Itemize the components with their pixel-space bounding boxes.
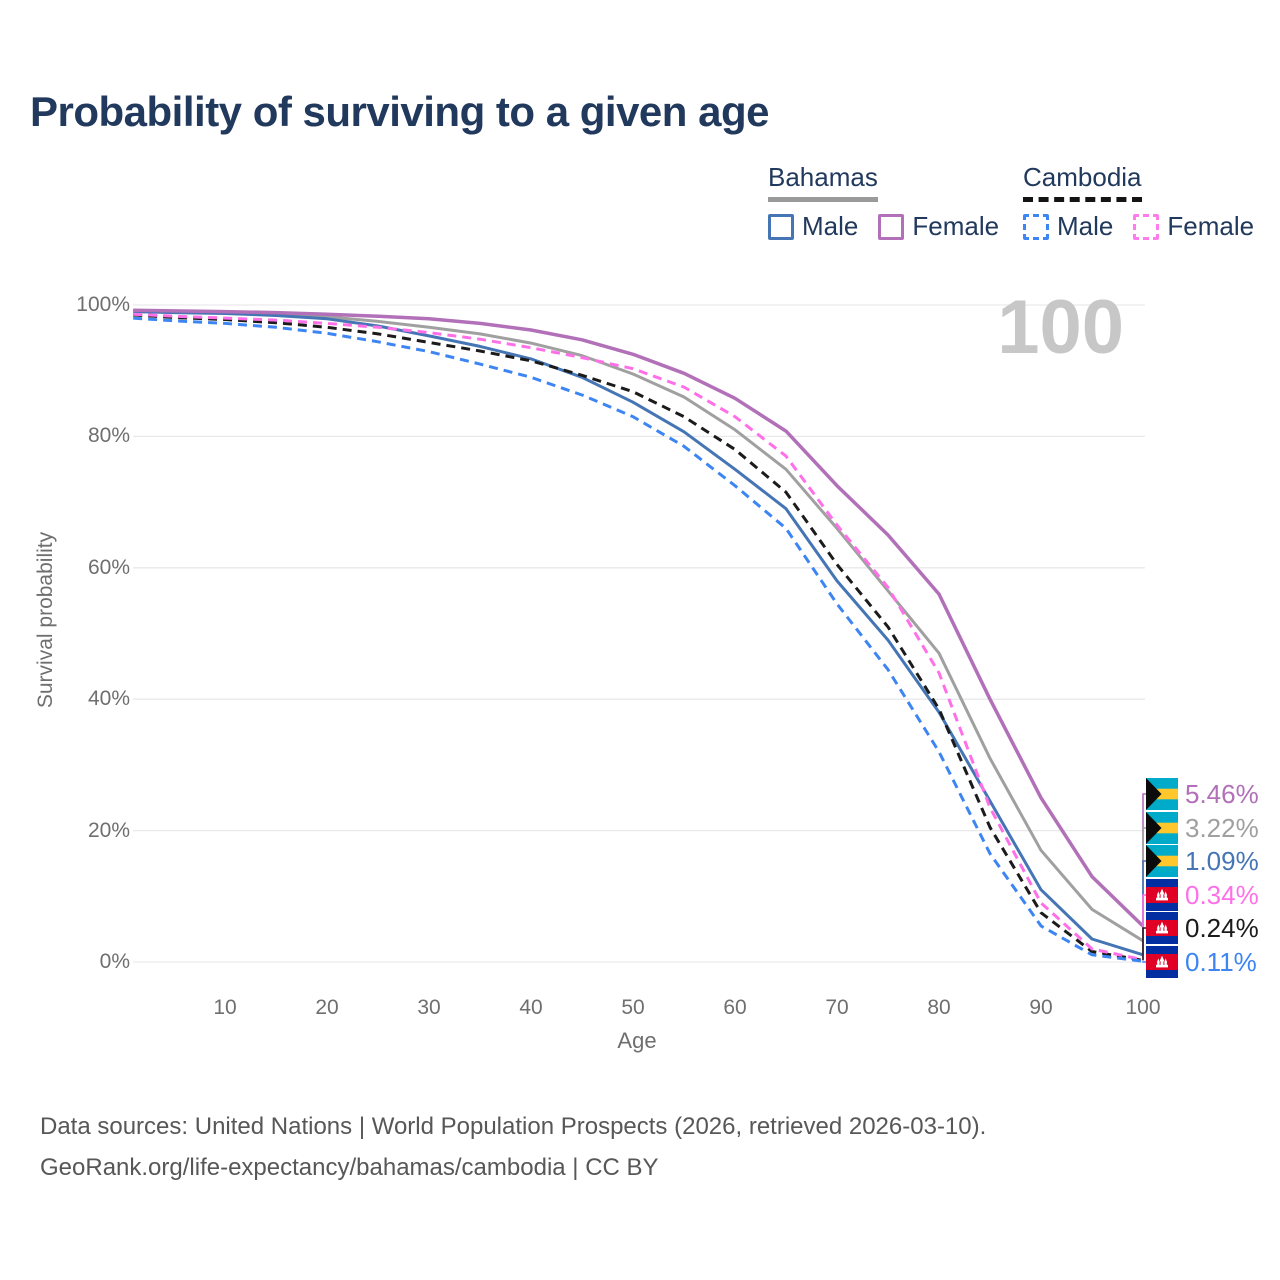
legend-group-bahamas: Bahamas Male Female — [768, 162, 999, 242]
footer-attribution: GeoRank.org/life-expectancy/bahamas/camb… — [40, 1154, 659, 1181]
bahamas-flag-icon — [1146, 778, 1178, 810]
legend-title-bahamas: Bahamas — [768, 162, 878, 202]
cambodia-flag-icon — [1146, 946, 1178, 978]
end-label-cambodia: 0.24% — [1146, 912, 1259, 944]
series-line-cambodia[interactable] — [133, 313, 1144, 962]
x-tick-60: 60 — [723, 996, 747, 1019]
x-axis-title: Age — [617, 1028, 657, 1053]
x-tick-70: 70 — [825, 996, 849, 1019]
legend-label-bahamas-female[interactable]: Female — [912, 211, 1000, 241]
cambodia-flag-icon — [1146, 912, 1178, 944]
end-label-value: 3.22% — [1185, 812, 1259, 843]
end-label-value: 0.11% — [1185, 946, 1257, 977]
end-label-cambodia-female: 0.34% — [1146, 879, 1259, 911]
series-line-bahamas[interactable] — [133, 309, 1144, 943]
page-title: Probability of surviving to a given age — [30, 88, 769, 135]
end-label-bahamas-female: 5.46% — [1146, 778, 1259, 810]
y-tick-20%: 20% — [87, 818, 130, 842]
legend-group-cambodia: Cambodia Male Female — [1023, 162, 1254, 242]
series-line-bahamas-male[interactable] — [133, 310, 1144, 957]
legend-label-bahamas-male[interactable]: Male — [802, 211, 859, 241]
bahamas-flag-icon — [1146, 812, 1178, 844]
x-tick-100: 100 — [1125, 996, 1161, 1019]
end-label-bahamas-male: 1.09% — [1146, 845, 1259, 877]
end-label-value: 5.46% — [1185, 778, 1259, 809]
end-label-value: 0.24% — [1185, 912, 1259, 943]
end-label-value: 0.34% — [1185, 879, 1259, 910]
x-tick-50: 50 — [621, 996, 645, 1019]
legend-label-cambodia-male[interactable]: Male — [1057, 211, 1114, 241]
legend-swatch-bahamas-female[interactable] — [878, 213, 905, 240]
x-tick-80: 80 — [927, 996, 951, 1019]
legend-title-cambodia: Cambodia — [1023, 162, 1142, 202]
hover-age-watermark: 100 — [997, 285, 1124, 370]
y-tick-100%: 100% — [76, 293, 130, 316]
x-tick-10: 10 — [213, 996, 237, 1019]
end-label-value: 1.09% — [1185, 845, 1259, 876]
y-tick-80%: 80% — [87, 424, 130, 448]
legend-swatch-cambodia-male[interactable] — [1023, 213, 1049, 240]
series-line-cambodia-female[interactable] — [133, 312, 1144, 962]
legend-swatch-bahamas-male[interactable] — [768, 213, 794, 240]
bahamas-flag-icon — [1146, 845, 1178, 877]
y-tick-0%: 0% — [99, 950, 130, 973]
end-label-bahamas: 3.22% — [1146, 812, 1259, 844]
end-label-cambodia-male: 0.11% — [1146, 946, 1257, 978]
footer-data-sources: Data sources: United Nations | World Pop… — [40, 1113, 987, 1140]
legend-swatch-cambodia-female[interactable] — [1133, 213, 1160, 240]
y-tick-40%: 40% — [87, 687, 130, 711]
series-line-cambodia-male[interactable] — [133, 316, 1144, 963]
x-tick-40: 40 — [519, 996, 543, 1019]
cambodia-flag-icon — [1146, 879, 1178, 911]
x-tick-20: 20 — [315, 996, 339, 1019]
x-tick-90: 90 — [1029, 996, 1053, 1019]
y-tick-60%: 60% — [87, 555, 130, 579]
series-line-bahamas-female[interactable] — [133, 308, 1145, 928]
footer: Data sources: United Nations | World Pop… — [40, 1106, 986, 1188]
legend-label-cambodia-female[interactable]: Female — [1167, 211, 1255, 241]
x-tick-30: 30 — [417, 996, 441, 1019]
